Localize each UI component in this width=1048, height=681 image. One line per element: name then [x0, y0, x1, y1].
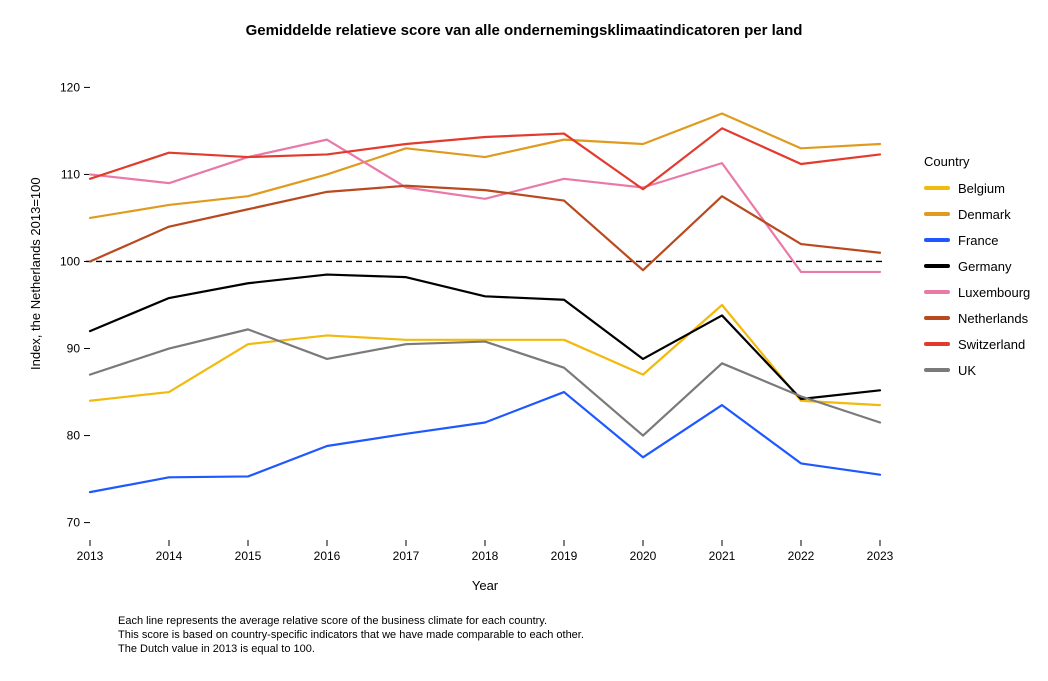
y-axis-label: Index, the Netherlands 2013=100 — [28, 177, 43, 370]
series-line-denmark — [90, 114, 880, 218]
legend-swatch — [924, 238, 950, 242]
chart-page: Gemiddelde relatieve score van alle onde… — [0, 0, 1048, 681]
legend-item: UK — [924, 357, 1030, 383]
x-tick-label: 2015 — [235, 549, 262, 560]
legend-items: Belgium Denmark France Germany Luxembourg Net… — [924, 175, 1030, 383]
legend-item: Denmark — [924, 201, 1030, 227]
legend-swatch — [924, 316, 950, 320]
legend-swatch — [924, 290, 950, 294]
x-tick-label: 2023 — [867, 549, 894, 560]
legend-label: Netherlands — [958, 311, 1028, 326]
x-tick-label: 2019 — [551, 549, 578, 560]
legend: Country Belgium Denmark France Germany Luxem… — [924, 154, 1030, 383]
legend-title: Country — [924, 154, 1030, 169]
legend-item: Netherlands — [924, 305, 1030, 331]
legend-label: Denmark — [958, 207, 1011, 222]
legend-item: France — [924, 227, 1030, 253]
legend-swatch — [924, 212, 950, 216]
x-tick-label: 2017 — [393, 549, 420, 560]
x-tick-label: 2020 — [630, 549, 657, 560]
legend-label: Belgium — [958, 181, 1005, 196]
legend-swatch — [924, 368, 950, 372]
y-tick-label: 80 — [67, 429, 81, 443]
caption-line: This score is based on country-specific … — [118, 628, 584, 642]
x-tick-label: 2021 — [709, 549, 736, 560]
legend-item: Switzerland — [924, 331, 1030, 357]
series-line-luxembourg — [90, 140, 880, 272]
chart-title: Gemiddelde relatieve score van alle onde… — [0, 22, 1048, 39]
x-tick-label: 2013 — [77, 549, 104, 560]
legend-label: France — [958, 233, 998, 248]
legend-label: UK — [958, 363, 976, 378]
legend-swatch — [924, 186, 950, 190]
legend-label: Germany — [958, 259, 1011, 274]
caption-line: The Dutch value in 2013 is equal to 100. — [118, 642, 584, 656]
legend-item: Belgium — [924, 175, 1030, 201]
y-tick-label: 120 — [60, 80, 80, 94]
x-tick-label: 2018 — [472, 549, 499, 560]
legend-swatch — [924, 264, 950, 268]
legend-item: Luxembourg — [924, 279, 1030, 305]
series-line-france — [90, 392, 880, 492]
x-tick-label: 2016 — [314, 549, 341, 560]
y-tick-label: 100 — [60, 254, 80, 268]
line-chart: 70 80 90 100 110 120 2013 2014 2015 2016 2017 2018 2… — [60, 60, 910, 560]
x-axis-label: Year — [60, 578, 910, 593]
legend-label: Switzerland — [958, 337, 1025, 352]
series-line-belgium — [90, 305, 880, 405]
series-line-switzerland — [90, 128, 880, 189]
caption-line: Each line represents the average relativ… — [118, 614, 584, 628]
legend-swatch — [924, 342, 950, 346]
legend-label: Luxembourg — [958, 285, 1030, 300]
y-tick-label: 70 — [67, 516, 81, 530]
y-tick-label: 110 — [61, 167, 80, 181]
legend-item: Germany — [924, 253, 1030, 279]
y-tick-label: 90 — [67, 342, 81, 356]
chart-caption: Each line represents the average relativ… — [118, 614, 584, 656]
x-tick-label: 2014 — [156, 549, 183, 560]
series-line-uk — [90, 329, 880, 435]
x-tick-label: 2022 — [788, 549, 815, 560]
